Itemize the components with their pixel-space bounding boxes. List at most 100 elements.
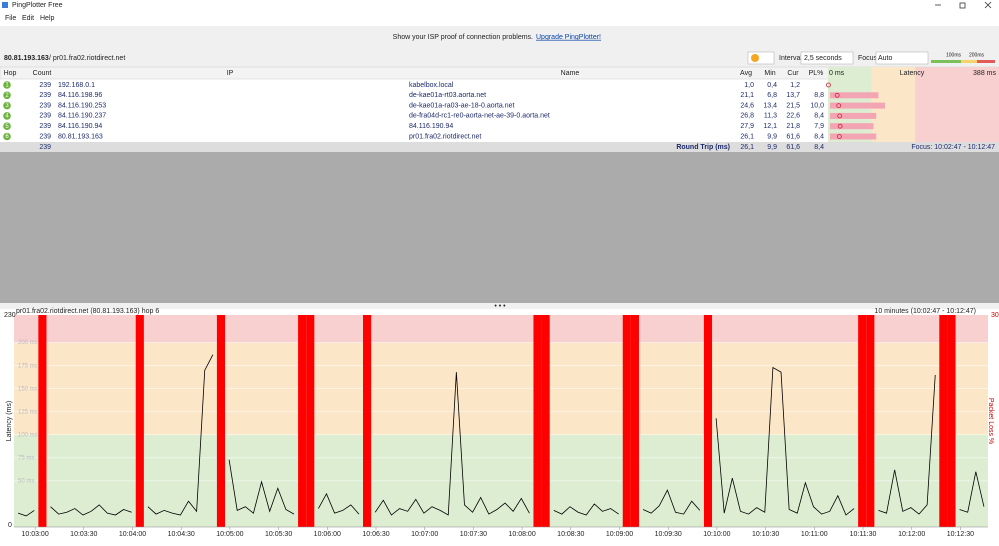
cell: 0,4 bbox=[767, 82, 777, 89]
latency-line bbox=[374, 372, 530, 516]
focus-value: Auto bbox=[878, 55, 893, 62]
cell: 1,2 bbox=[790, 82, 800, 89]
splitter[interactable] bbox=[0, 303, 999, 309]
cell: 9,9 bbox=[767, 133, 777, 140]
latency-line bbox=[50, 504, 132, 516]
cell: pr01.fra02.riotdirect.net bbox=[409, 133, 481, 140]
summary-min: 9,9 bbox=[767, 144, 777, 151]
app-icon bbox=[2, 2, 8, 8]
loss-bar bbox=[298, 315, 307, 527]
x-tick-label: 10:12:00 bbox=[898, 531, 925, 538]
hop-number: 3 bbox=[5, 103, 9, 109]
upgrade-link[interactable]: Upgrade PingPlotter! bbox=[536, 34, 601, 41]
summary-count: 239 bbox=[39, 144, 51, 151]
loss-bar bbox=[830, 133, 877, 140]
cell: 61,6 bbox=[786, 133, 800, 140]
hop-badge bbox=[3, 112, 11, 120]
cell: 21,5 bbox=[786, 102, 800, 109]
scale-yellow bbox=[961, 60, 977, 63]
scale-green bbox=[931, 60, 961, 63]
close[interactable] bbox=[984, 1, 992, 9]
avg-marker bbox=[836, 103, 842, 108]
loss-bar bbox=[541, 315, 550, 527]
x-tick-label: 10:06:00 bbox=[314, 531, 341, 538]
scale-red bbox=[977, 60, 995, 63]
summary-pl: 8,4 bbox=[814, 144, 824, 151]
menu-item[interactable]: File bbox=[5, 15, 16, 22]
column-header: Count bbox=[33, 70, 52, 77]
loss-bar bbox=[947, 315, 956, 527]
loss-bar bbox=[216, 315, 226, 527]
y-tick-label: 125 ms bbox=[18, 409, 38, 415]
hop-badge bbox=[3, 101, 11, 110]
loss-bar bbox=[38, 315, 47, 527]
loss-bar bbox=[306, 315, 315, 527]
latency-line bbox=[715, 366, 855, 516]
cell: 84.116.190.94 bbox=[58, 123, 102, 130]
x-tick-label: 10:11:00 bbox=[801, 531, 828, 538]
loss-bar bbox=[830, 112, 877, 119]
loss-bar bbox=[830, 123, 874, 130]
loss-bar bbox=[939, 315, 948, 527]
menu-item[interactable]: Edit bbox=[22, 15, 34, 22]
latency-zone bbox=[915, 67, 999, 142]
latency-line bbox=[642, 489, 701, 515]
hop-number: 2 bbox=[5, 93, 9, 99]
x-tick-label: 10:11:30 bbox=[850, 531, 877, 538]
x-tick-label: 10:09:30 bbox=[655, 531, 682, 538]
column-header: Hop bbox=[4, 70, 17, 77]
y-tick-label: 75 ms bbox=[18, 455, 34, 461]
latency-line bbox=[17, 510, 35, 517]
window-buttons[interactable] bbox=[935, 1, 992, 9]
avg-marker bbox=[837, 113, 843, 119]
focus-select[interactable] bbox=[875, 51, 929, 65]
latency-line bbox=[228, 459, 295, 515]
loss-bar bbox=[703, 315, 713, 527]
splitter-grip[interactable]: • • • bbox=[494, 303, 506, 310]
cell: 26,8 bbox=[740, 113, 754, 120]
loss-bar bbox=[830, 92, 879, 99]
cell: de-kae01a-rt03.aorta.net bbox=[409, 92, 486, 99]
y-max: 230 bbox=[4, 312, 16, 319]
cell: 13,4 bbox=[763, 102, 777, 109]
hop-badge bbox=[3, 81, 11, 89]
empty-area bbox=[0, 152, 999, 303]
cell: 24,6 bbox=[740, 102, 754, 109]
cell: 239 bbox=[39, 102, 51, 109]
menu-item[interactable]: Help bbox=[40, 15, 55, 22]
column-header: Avg bbox=[740, 70, 752, 77]
avg-marker bbox=[836, 134, 842, 139]
x-tick-label: 10:07:00 bbox=[411, 531, 438, 538]
x-tick-label: 10:08:30 bbox=[557, 531, 584, 538]
column-header: PL% bbox=[809, 70, 824, 77]
latency-title: Latency bbox=[900, 70, 925, 77]
interval-select[interactable] bbox=[800, 51, 854, 65]
cell: 192.168.0.1 bbox=[58, 82, 95, 89]
cell: 8,4 bbox=[814, 113, 824, 120]
cell: 26,1 bbox=[740, 133, 754, 140]
latency-min: 0 ms bbox=[829, 70, 845, 77]
latency-line bbox=[147, 354, 214, 516]
x-tick-label: 10:06:30 bbox=[362, 531, 389, 538]
avg-marker bbox=[837, 123, 843, 129]
hop-number: 4 bbox=[5, 113, 9, 119]
zone bbox=[14, 315, 988, 343]
x-tick-label: 10:05:00 bbox=[216, 531, 243, 538]
cell: 239 bbox=[39, 123, 51, 130]
hop-number: 1 bbox=[5, 83, 9, 89]
latency-line bbox=[553, 503, 619, 516]
x-tick-label: 10:12:30 bbox=[947, 531, 974, 538]
maximize[interactable] bbox=[959, 2, 966, 9]
loss-bar bbox=[135, 315, 144, 527]
x-tick-label: 10:08:00 bbox=[508, 531, 535, 538]
y-tick-label: 175 ms bbox=[18, 363, 38, 369]
latency-line bbox=[959, 471, 985, 513]
x-tick-label: 10:03:00 bbox=[21, 531, 48, 538]
graph-title: pr01.fra02.riotdirect.net (80.81.193.163… bbox=[16, 308, 159, 315]
hop-badge bbox=[3, 122, 11, 130]
cell: 10,0 bbox=[810, 102, 824, 109]
cell: 21,8 bbox=[786, 123, 800, 130]
x-tick-label: 10:09:00 bbox=[606, 531, 633, 538]
y-tick-label: 100 ms bbox=[18, 432, 38, 438]
x-tick-label: 10:10:30 bbox=[752, 531, 779, 538]
